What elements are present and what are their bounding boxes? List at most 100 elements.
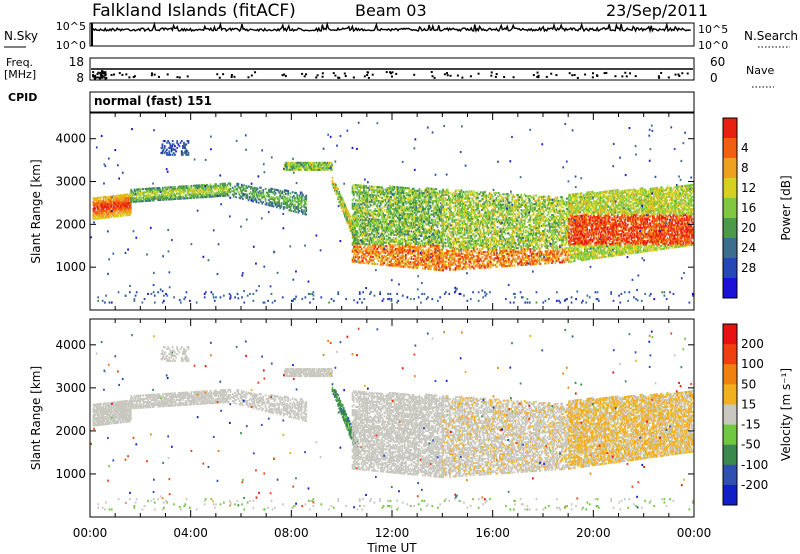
power-cell [448,265,450,268]
power-cell [418,224,421,227]
power-cell [403,200,406,203]
power-cell [400,198,403,201]
power-cell [381,249,383,253]
power-cell [368,260,371,263]
power-cell [130,192,133,195]
power-cell [225,192,228,196]
power-cell [157,190,160,193]
power-cell [431,252,433,256]
power-cell [458,218,460,221]
power-cell [407,236,409,240]
power-cell [190,190,193,193]
nave-point [366,71,369,74]
power-cell [336,186,338,189]
power-cell [127,214,130,217]
power-cell [477,243,480,246]
power-cell [397,188,399,191]
power-cell [389,206,391,209]
power-cell [322,167,325,170]
power-cell [181,187,183,190]
power-cell [437,241,440,244]
power-cell [471,251,474,255]
power-cell [272,205,275,208]
power-cell [416,227,419,230]
power-cell [429,252,432,255]
power-cell [399,249,402,253]
power-cell [385,229,388,232]
power-cell [365,195,368,198]
power-cell [290,201,293,204]
power-cell [416,256,419,259]
power-cell [428,254,431,257]
power-cell [280,197,283,200]
power-cell [374,254,377,257]
power-cell [108,207,111,210]
power-cell [199,189,202,192]
power-cell [111,207,114,210]
power-cell [199,192,202,196]
power-cell [148,197,151,201]
power-cell [238,186,241,189]
power-cell [224,187,227,190]
power-cell [399,219,402,222]
power-cell [132,200,135,203]
power-cell [390,195,392,199]
power-cell [397,193,399,196]
power-cell [351,226,354,229]
power-cell [392,208,395,211]
power-cell [129,208,132,211]
power-cell [484,242,486,245]
power-cell [206,194,208,197]
power-cell [427,202,430,206]
power-cell [432,227,434,230]
power-cell [403,248,406,251]
power-cell [402,212,405,215]
power-cell [323,163,326,166]
power-cell [468,197,471,200]
power-cell [433,213,436,216]
power-cell [475,251,477,254]
power-cell [359,218,362,221]
power-cell [449,267,451,270]
nave-point [321,72,324,75]
power-cell [477,232,480,235]
power-cell [425,219,428,222]
power-cell [389,255,391,258]
power-cell [382,243,385,246]
power-cell [414,241,416,244]
power-cell [386,259,389,262]
power-cell [462,237,465,240]
power-cell [357,256,360,259]
power-cell [371,262,373,265]
power-cell [424,264,426,267]
power-cell [264,203,267,206]
power-cell [243,187,245,190]
power-cell [458,249,460,252]
power-cell [440,252,442,255]
power-cell [361,201,364,204]
power-cell [369,233,372,236]
power-cell [459,220,462,223]
power-cell [372,216,374,219]
power-cell [394,225,397,228]
power-cell [390,254,392,257]
power-cell [458,264,460,267]
power-cell [360,213,363,216]
power-cell [287,191,290,194]
power-cell [441,264,443,267]
power-cell [240,188,243,192]
power-cell [363,198,365,201]
power-cell [392,185,395,188]
power-cell [442,243,445,246]
power-cell [231,190,234,193]
power-cell [371,250,373,253]
power-cell [426,194,429,197]
power-cell [309,161,312,164]
power-cell [298,161,301,164]
power-cell [182,185,185,188]
power-cell [452,231,455,234]
power-cell [220,191,223,194]
power-cell [376,199,379,202]
power-cell [98,212,100,215]
power-cell [436,217,439,220]
